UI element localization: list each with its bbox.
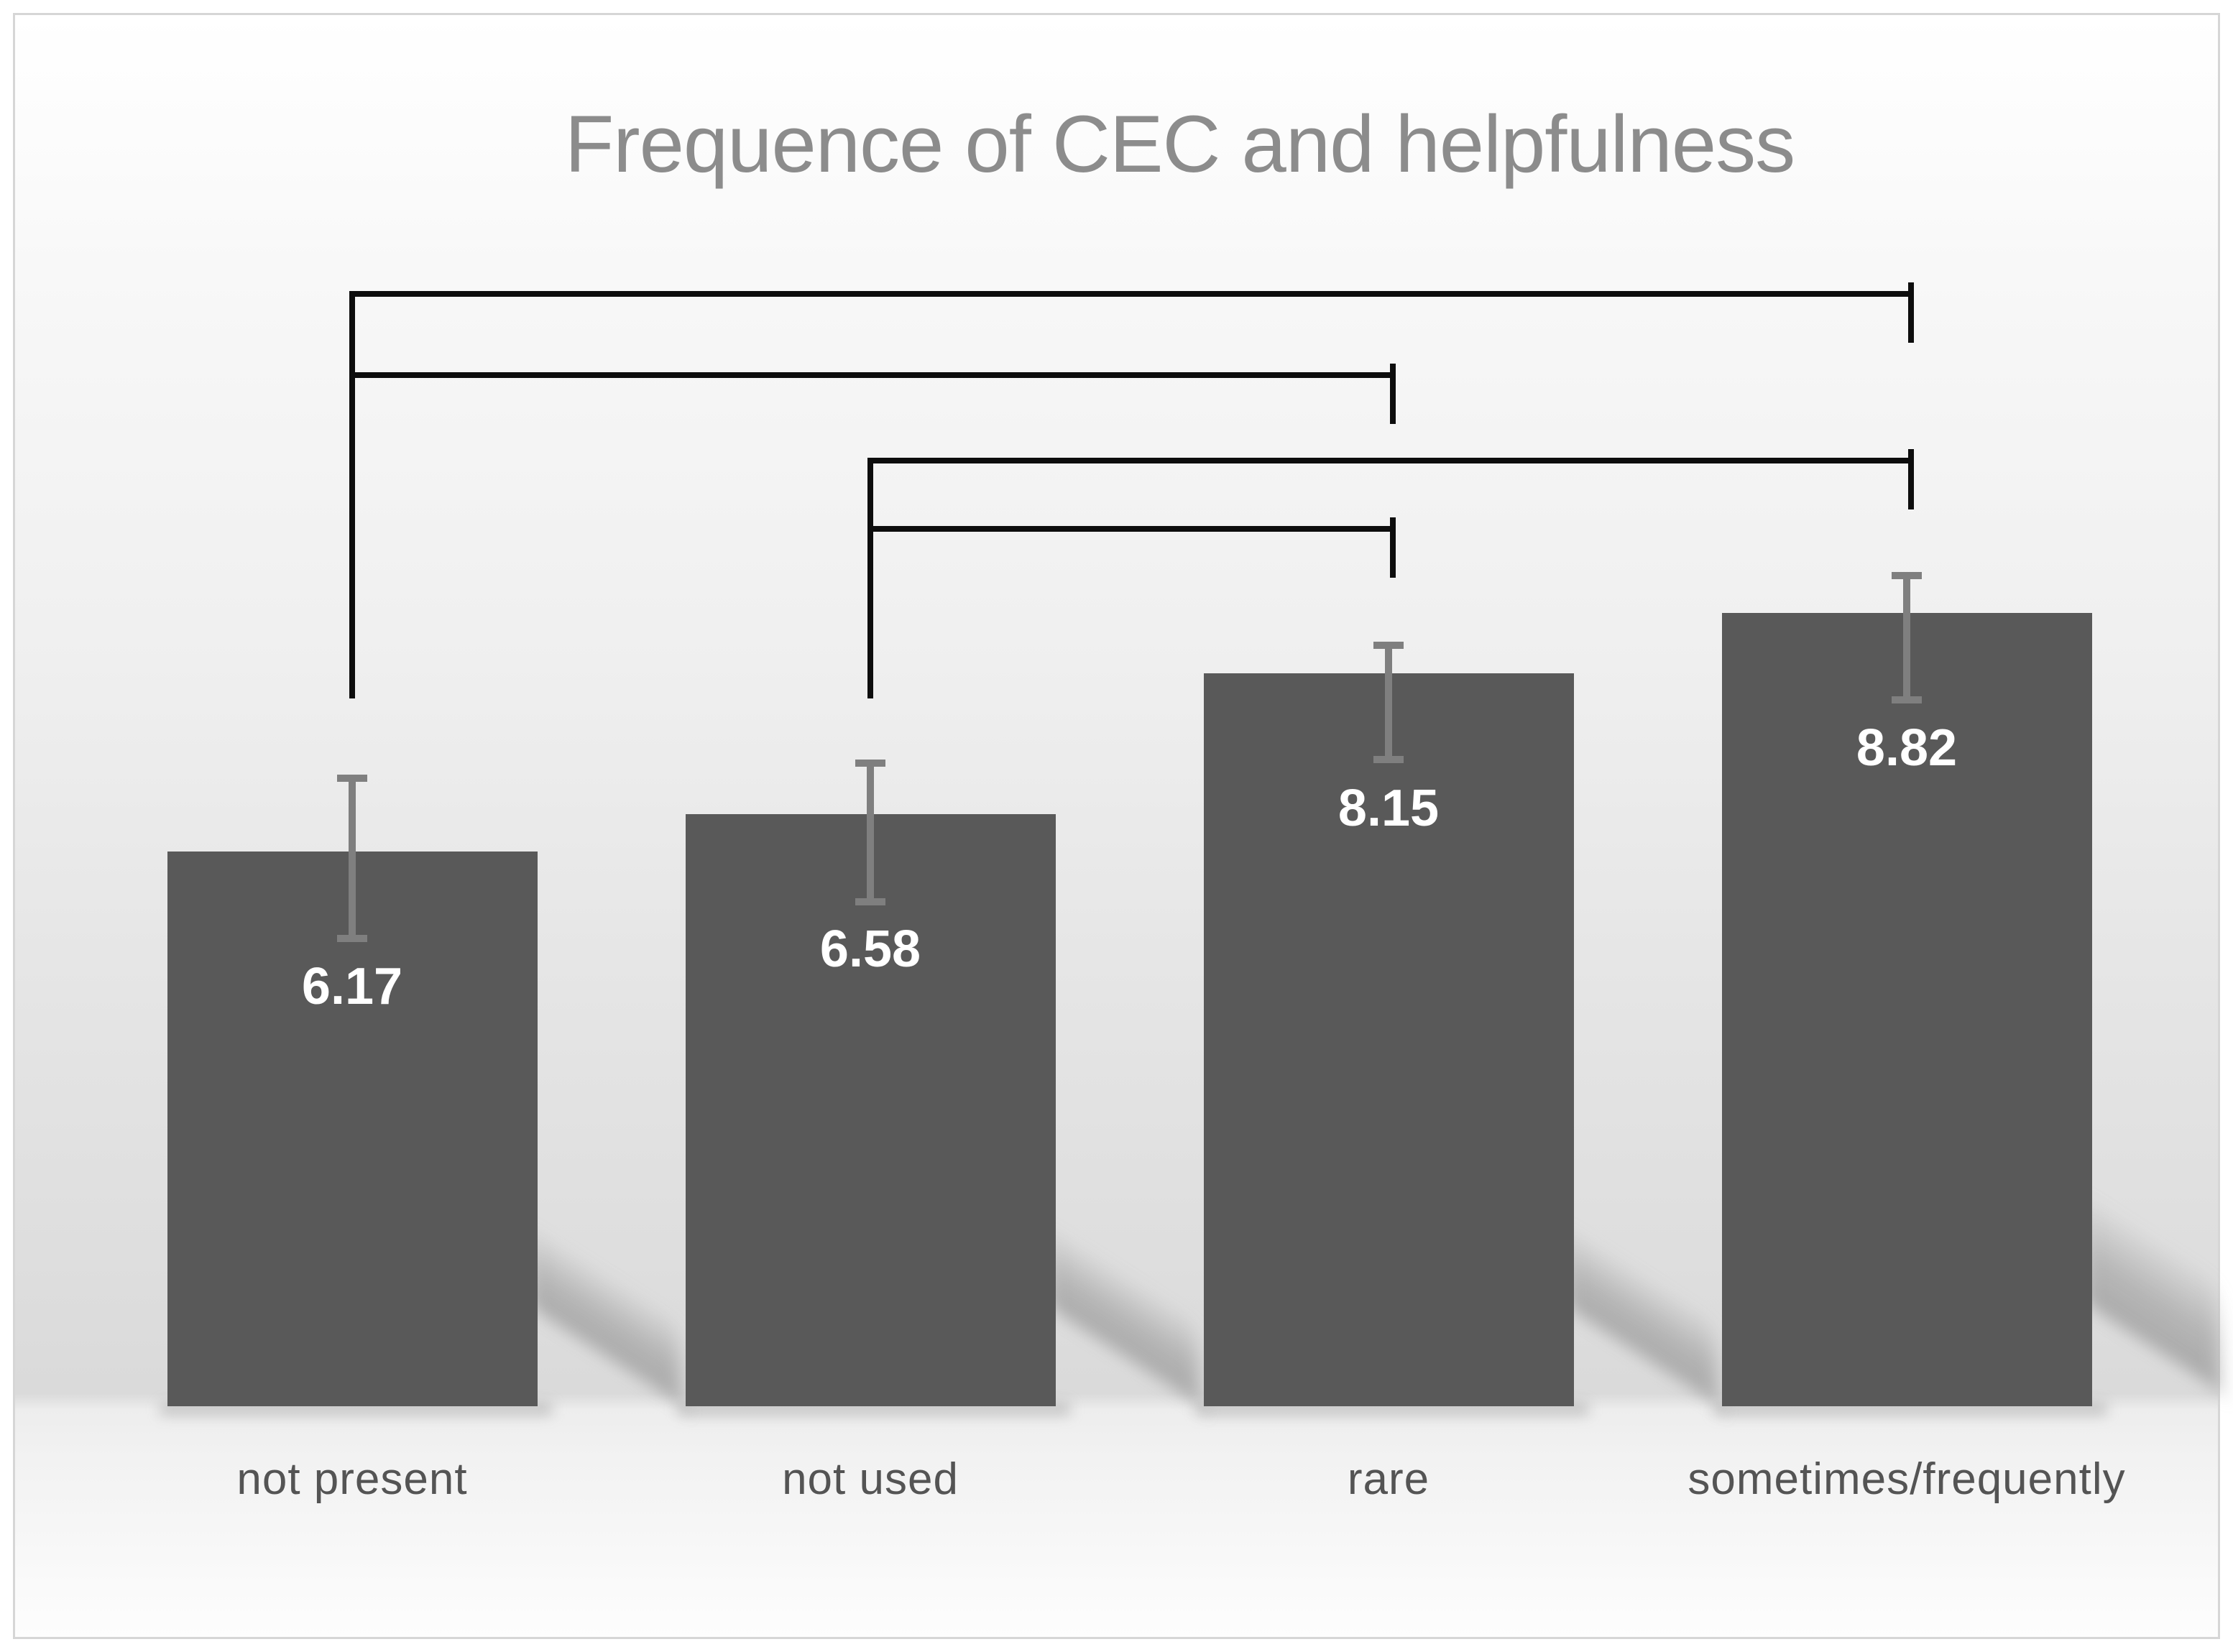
bar-value-label: 6.17 <box>301 957 403 1015</box>
chart-title-text: Frequence of CEC and helpfulness <box>564 99 1795 189</box>
significance-bracket-tick <box>1908 282 1914 343</box>
chart-title: Frequence of CEC and helpfulness <box>63 98 2233 220</box>
bar-floor-shadow <box>1046 1225 1200 1405</box>
bar-base-shadow <box>1196 1403 1588 1415</box>
error-bar-bottom-cap <box>855 897 885 905</box>
bar-base-shadow <box>678 1403 1070 1415</box>
x-axis-label: rare <box>1347 1454 1430 1504</box>
error-bar-stem <box>349 775 356 942</box>
error-bar-top-cap <box>1373 641 1404 649</box>
x-axis-label: not present <box>236 1454 468 1504</box>
significance-bracket-line <box>867 526 1396 532</box>
significance-bracket-arm <box>349 372 355 698</box>
error-bar-top-cap <box>855 759 885 767</box>
bar-base-shadow <box>1714 1403 2107 1415</box>
x-axis-label: not used <box>782 1454 959 1504</box>
bar-value-label: 6.58 <box>819 920 921 979</box>
bar-base-shadow <box>160 1403 552 1415</box>
significance-bracket-arm <box>867 526 873 698</box>
error-bar-stem <box>1385 641 1392 763</box>
significance-bracket-tick <box>1908 449 1914 509</box>
significance-bracket-line <box>867 458 1914 463</box>
significance-bracket-line <box>349 372 1396 378</box>
bar-floor-shadow <box>528 1225 681 1405</box>
bar-value-label: 8.15 <box>1338 779 1440 837</box>
significance-bracket-tick <box>1390 517 1396 578</box>
bar <box>1721 612 2092 1406</box>
bar <box>167 851 538 1406</box>
error-bar-stem <box>867 759 874 905</box>
error-bar-stem <box>1903 572 1910 704</box>
bar-value-label: 8.82 <box>1856 719 1958 777</box>
error-bar-top-cap <box>337 775 367 783</box>
error-bar-bottom-cap <box>1892 696 1922 704</box>
bar-floor-shadow <box>2083 1194 2220 1391</box>
bar <box>685 814 1056 1406</box>
bar <box>1203 673 1574 1406</box>
error-bar-top-cap <box>1892 572 1922 580</box>
error-bar-bottom-cap <box>337 934 367 942</box>
x-axis-label: sometimes/frequently <box>1688 1454 2126 1504</box>
bar-floor-shadow <box>1565 1225 1718 1405</box>
error-bar-bottom-cap <box>1373 755 1404 763</box>
significance-bracket-line <box>349 291 1914 297</box>
significance-bracket-tick <box>1390 364 1396 424</box>
